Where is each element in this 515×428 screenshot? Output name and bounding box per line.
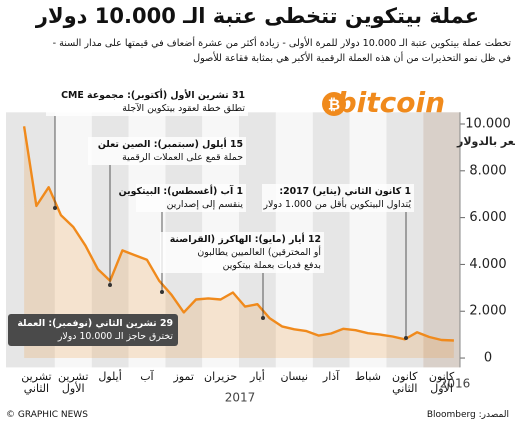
annotation-line: تطلق خطة لعقود بيتكوين الآجلة xyxy=(122,103,245,114)
logo-symbol: ₿ xyxy=(328,96,340,114)
y-tick-label: 8.000 xyxy=(469,163,506,178)
annotation-line: بدفع فديات بعملة بيتكوين xyxy=(222,260,321,271)
subtitle: في ظل نمو التحذيرات من أن هذه العملة الر… xyxy=(193,53,511,64)
annotation-line: 1 كانون الثاني (يناير) 2017: xyxy=(279,186,411,197)
y-tick-label: 0 xyxy=(484,351,492,366)
pointer-dot xyxy=(160,290,164,294)
pointer-dot xyxy=(53,206,57,210)
annotation: 12 أيار (مايو): الهاكرز (القراصنة أو المخ… xyxy=(160,232,324,273)
annotation-line: أو المخترقين) العالميين يطالبون xyxy=(197,247,321,258)
x-tick-label: حزيران xyxy=(204,370,238,383)
year-label: 2016 xyxy=(440,377,471,391)
annotation-line: 29 تشرين الثاني (نوفمبر): العملة xyxy=(17,318,173,329)
y-tick-label: 2.000 xyxy=(469,304,506,319)
x-tick-label: كانون الأول xyxy=(428,370,455,395)
x-tick-label: أيار xyxy=(250,370,265,383)
line xyxy=(22,126,454,342)
annotation-line: 1 آب (أغسطس): البيتكوين xyxy=(118,186,243,197)
chart-title: عملة بيتكوين تتخطى عتبة الـ 10.000 دولار xyxy=(35,4,480,28)
x-tick-label: تشرين الأول xyxy=(58,370,89,395)
annotation-line: يُتداول البيتكوين بأقل من 1.000 دولار xyxy=(263,199,411,210)
logo: bitcoin xyxy=(337,86,445,119)
logo-icon xyxy=(322,92,346,116)
annotation-line: 31 تشرين الأول (أكتوبر): مجموعة CME xyxy=(61,90,245,101)
credit: © GRAPHIC NEWS xyxy=(6,410,88,420)
x-tick-label: تموز xyxy=(173,370,194,383)
subtitle: تخطت عملة بيتكوين عتبة الـ 10.000 دولار … xyxy=(52,38,511,49)
y-axis-label: السعر بالدولار xyxy=(456,135,515,148)
x-tick-label: أيلول xyxy=(98,370,122,383)
pointer-dot xyxy=(108,283,112,287)
y-tick-label: 6.000 xyxy=(469,210,506,225)
x-tick-label: شباط xyxy=(354,370,381,383)
x-tick-label: نيسان xyxy=(280,370,309,383)
pointer-dot xyxy=(261,316,265,320)
annotation: 29 تشرين الثاني (نوفمبر): العملة تخترق حا… xyxy=(8,314,178,346)
annotation-line: حملة قمع على العملات الرقمية xyxy=(122,152,243,163)
x-tick-label: تشرين الثاني xyxy=(21,370,52,395)
pointer-dot xyxy=(404,336,408,340)
annotation: 15 أيلول (سبتمبر): الصين تعلن حملة قمع عل… xyxy=(88,137,246,165)
area xyxy=(24,126,454,359)
x-tick-label: آذار xyxy=(322,370,340,383)
source: المصدر: Bloomberg xyxy=(426,410,509,420)
year-label: 2017 xyxy=(225,391,256,405)
x-tick-label: كانون الثاني xyxy=(392,370,418,395)
x-tick-label: آب xyxy=(140,370,154,383)
month-band xyxy=(386,112,424,368)
annotation: 1 آب (أغسطس): البيتكوين ينقسم إلى إصدارين xyxy=(118,184,246,212)
annotation-line: تخترق حاجز الـ 10.000 دولار xyxy=(57,331,173,342)
left-band xyxy=(6,112,18,368)
annotation-line: 12 أيار (مايو): الهاكرز (القراصنة xyxy=(169,234,321,245)
annotation: 31 تشرين الأول (أكتوبر): مجموعة CME تطلق … xyxy=(46,88,248,116)
annotation: 1 كانون الثاني (يناير) 2017: يُتداول البي… xyxy=(262,184,414,212)
annotation-line: ينقسم إلى إصدارين xyxy=(166,199,243,210)
annotation-line: 15 أيلول (سبتمبر): الصين تعلن xyxy=(97,139,243,150)
y-tick-label: 4.000 xyxy=(469,257,506,272)
y-tick-label: 10.000 xyxy=(465,117,511,132)
month-band xyxy=(349,112,387,368)
month-band xyxy=(423,112,460,368)
